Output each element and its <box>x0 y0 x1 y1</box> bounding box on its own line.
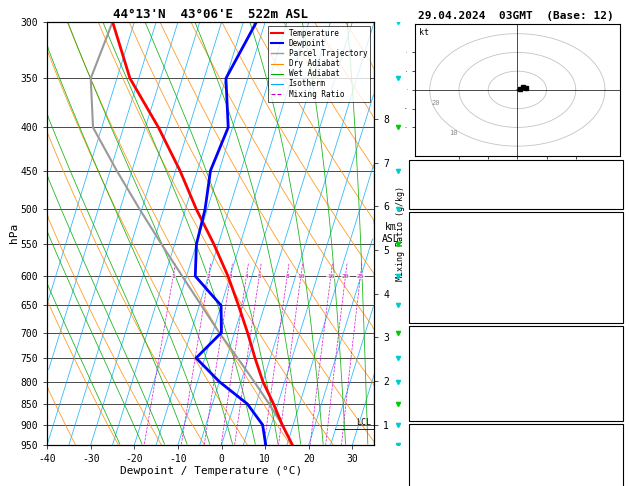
Text: K: K <box>412 163 418 173</box>
Text: 2: 2 <box>614 455 620 465</box>
Text: CIN (J): CIN (J) <box>412 403 453 414</box>
Text: 5: 5 <box>257 274 261 278</box>
Text: Dewp (°C): Dewp (°C) <box>412 243 465 253</box>
Text: Surface: Surface <box>495 212 537 222</box>
Text: 328: 328 <box>602 357 620 367</box>
Legend: Temperature, Dewpoint, Parcel Trajectory, Dry Adiabat, Wet Adiabat, Isotherm, Mi: Temperature, Dewpoint, Parcel Trajectory… <box>268 26 370 102</box>
Text: Lifted Index: Lifted Index <box>412 274 482 284</box>
Text: 29.04.2024  03GMT  (Base: 12): 29.04.2024 03GMT (Base: 12) <box>418 11 614 21</box>
Text: 316: 316 <box>602 259 620 269</box>
Text: -1: -1 <box>608 372 620 382</box>
Text: 2: 2 <box>207 274 211 278</box>
Text: Lifted Index: Lifted Index <box>412 372 482 382</box>
Text: Pressure (mb): Pressure (mb) <box>412 341 488 351</box>
Text: 282: 282 <box>602 403 620 414</box>
Text: LCL: LCL <box>356 418 371 427</box>
Text: 0: 0 <box>614 290 620 300</box>
Text: Totals Totals: Totals Totals <box>412 178 488 189</box>
Text: 25: 25 <box>357 274 364 278</box>
Text: 6: 6 <box>614 274 620 284</box>
Text: Hodograph: Hodograph <box>489 424 542 434</box>
Text: 310: 310 <box>602 388 620 398</box>
Text: 10.1: 10.1 <box>596 243 620 253</box>
Text: 2: 2 <box>614 439 620 450</box>
Text: PW (cm): PW (cm) <box>412 194 453 204</box>
Text: 16.2: 16.2 <box>596 227 620 238</box>
Y-axis label: km
ASL: km ASL <box>382 223 399 244</box>
Text: 10: 10 <box>297 274 304 278</box>
Text: StmDir: StmDir <box>412 470 447 481</box>
Text: Most Unstable: Most Unstable <box>477 326 554 336</box>
Text: Temp (°C): Temp (°C) <box>412 227 465 238</box>
Text: 10: 10 <box>449 130 457 136</box>
Y-axis label: hPa: hPa <box>9 223 19 243</box>
Text: 3: 3 <box>228 274 232 278</box>
Text: SREH: SREH <box>412 455 435 465</box>
Text: 900: 900 <box>602 341 620 351</box>
Text: 17: 17 <box>608 163 620 173</box>
Text: CAPE (J): CAPE (J) <box>412 388 459 398</box>
Text: kt: kt <box>420 28 429 37</box>
Text: 1: 1 <box>171 274 175 278</box>
Text: 48: 48 <box>608 178 620 189</box>
Text: EH: EH <box>412 439 424 450</box>
Text: Mixing Ratio (g/kg): Mixing Ratio (g/kg) <box>396 186 405 281</box>
Text: θₑ (K): θₑ (K) <box>412 357 447 367</box>
Text: 1.74: 1.74 <box>596 194 620 204</box>
Text: 20: 20 <box>342 274 349 278</box>
Text: 16: 16 <box>327 274 335 278</box>
Text: CAPE (J): CAPE (J) <box>412 290 459 300</box>
Text: θₑ(K): θₑ(K) <box>412 259 442 269</box>
Text: 8: 8 <box>286 274 289 278</box>
Text: © weatheronline.co.uk: © weatheronline.co.uk <box>467 474 564 484</box>
Text: 0: 0 <box>614 305 620 315</box>
Text: 20: 20 <box>431 100 440 106</box>
Text: CIN (J): CIN (J) <box>412 305 453 315</box>
X-axis label: Dewpoint / Temperature (°C): Dewpoint / Temperature (°C) <box>120 467 302 476</box>
Text: 4: 4 <box>245 274 248 278</box>
Text: 249°: 249° <box>596 470 620 481</box>
Title: 44°13'N  43°06'E  522m ASL: 44°13'N 43°06'E 522m ASL <box>113 8 308 21</box>
